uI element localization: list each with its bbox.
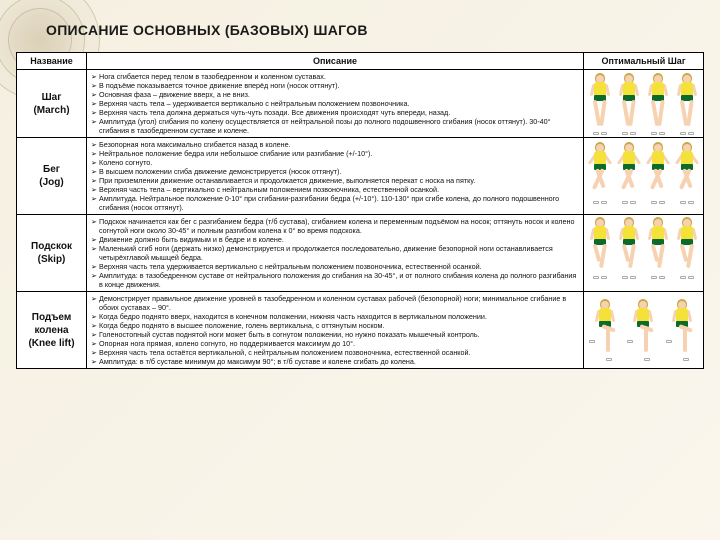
description-point: Амплитуда: в т/б суставе минимум до макс… (91, 357, 579, 366)
description-point: Демонстрирует правильное движение уровне… (91, 294, 579, 312)
table-row: Подъем колена (Knee lift) Демонстрирует пра… (17, 292, 704, 369)
steps-table: Название Описание Оптимальный Шаг Шаг (Ma… (16, 52, 704, 369)
table-header-row: Название Описание Оптимальный Шаг (17, 53, 704, 70)
col-header-name: Название (17, 53, 87, 70)
exercise-figure-icon (588, 217, 612, 279)
step-name-line: Подъем (32, 312, 72, 323)
step-name-line: (Knee lift) (28, 338, 74, 349)
figure-sequence (586, 73, 701, 135)
exercise-figure-icon (588, 142, 612, 204)
step-name-line: (Skip) (38, 254, 66, 265)
step-name-line: (March) (33, 105, 69, 116)
step-name-cell: Подскок (Skip) (17, 215, 87, 292)
exercise-figure-icon (617, 73, 641, 135)
description-point: При приземлении движение останавливается… (91, 176, 579, 185)
description-point: Амплитуда. Нейтральное положение 0-10° п… (91, 194, 579, 212)
description-point: Амплитуда (угол) сгибания по колену осущ… (91, 117, 579, 135)
description-point: Когда бедро поднято в высшее положение, … (91, 321, 579, 330)
step-description-cell: Демонстрирует правильное движение уровне… (87, 292, 584, 369)
step-description-cell: Подскок начинается как бег с разгибанием… (87, 215, 584, 292)
exercise-figure-icon (675, 142, 699, 204)
page-title: ОПИСАНИЕ ОСНОВНЫХ (БАЗОВЫХ) ШАГОВ (46, 22, 368, 38)
description-point: В высшем положении сгиба движение демонс… (91, 167, 579, 176)
step-illustration-cell (584, 70, 704, 138)
description-point: Движение должно быть видимым и в бедре и… (91, 235, 579, 244)
figure-sequence (586, 222, 701, 284)
description-point: В подъёме показывается точное движение в… (91, 81, 579, 90)
exercise-figure-icon (675, 73, 699, 135)
description-point: Верхняя часть тела – удерживается вертик… (91, 99, 579, 108)
description-point: Маленький сгиб ноги (держать низко) демо… (91, 244, 579, 262)
step-name-cell: Бег (Jog) (17, 138, 87, 215)
exercise-figure-icon (617, 217, 641, 279)
description-point: Безопорная нога максимально сгибается на… (91, 140, 579, 149)
exercise-figure-icon (593, 299, 617, 361)
exercise-figure-icon (588, 73, 612, 135)
description-point: Подскок начинается как бег с разгибанием… (91, 217, 579, 235)
steps-table-container: Название Описание Оптимальный Шаг Шаг (Ma… (16, 52, 704, 369)
step-illustration-cell (584, 138, 704, 215)
table-row: Бег (Jog) Безопорная нога максимально сгиб… (17, 138, 704, 215)
exercise-figure-icon (631, 299, 655, 361)
description-point: Голеностопный сустав поднятой ноги может… (91, 330, 579, 339)
table-row: Подскок (Skip) Подскок начинается как бег … (17, 215, 704, 292)
description-point: Амплитуда: в тазобедренном суставе от не… (91, 271, 579, 289)
exercise-figure-icon (646, 73, 670, 135)
description-point: Верхняя часть тела удерживается вертикал… (91, 262, 579, 271)
description-point: Нога сгибается перед телом в тазобедренн… (91, 72, 579, 81)
step-name-line: колена (34, 325, 68, 336)
col-header-desc: Описание (87, 53, 584, 70)
step-description-cell: Нога сгибается перед телом в тазобедренн… (87, 70, 584, 138)
description-point: Нейтральное положение бедра или небольшо… (91, 149, 579, 158)
description-point: Опорная нога прямая, колено согнуто, но … (91, 339, 579, 348)
description-point: Колено согнуто. (91, 158, 579, 167)
step-name-line: Бег (43, 164, 60, 175)
step-description-cell: Безопорная нога максимально сгибается на… (87, 138, 584, 215)
step-illustration-cell (584, 215, 704, 292)
description-point: Верхняя часть тела остаётся вертикальной… (91, 348, 579, 357)
step-name-cell: Подъем колена (Knee lift) (17, 292, 87, 369)
exercise-figure-icon (617, 142, 641, 204)
exercise-figure-icon (646, 142, 670, 204)
description-point: Когда бедро поднято вверх, находится в к… (91, 312, 579, 321)
step-name-cell: Шаг (March) (17, 70, 87, 138)
exercise-figure-icon (646, 217, 670, 279)
step-illustration-cell (584, 292, 704, 369)
figure-sequence (586, 145, 701, 207)
exercise-figure-icon (675, 217, 699, 279)
table-row: Шаг (March) Нога сгибается перед телом в т… (17, 70, 704, 138)
exercise-figure-icon (670, 299, 694, 361)
description-point: Верхняя часть тела – вертикально с нейтр… (91, 185, 579, 194)
figure-sequence (586, 299, 701, 361)
description-point: Основная фаза – движение вверх, а не вни… (91, 90, 579, 99)
step-name-line: Шаг (42, 92, 62, 103)
step-name-line: (Jog) (39, 177, 63, 188)
col-header-image: Оптимальный Шаг (584, 53, 704, 70)
description-point: Верхняя часть тела должна держаться чуть… (91, 108, 579, 117)
step-name-line: Подскок (31, 241, 72, 252)
